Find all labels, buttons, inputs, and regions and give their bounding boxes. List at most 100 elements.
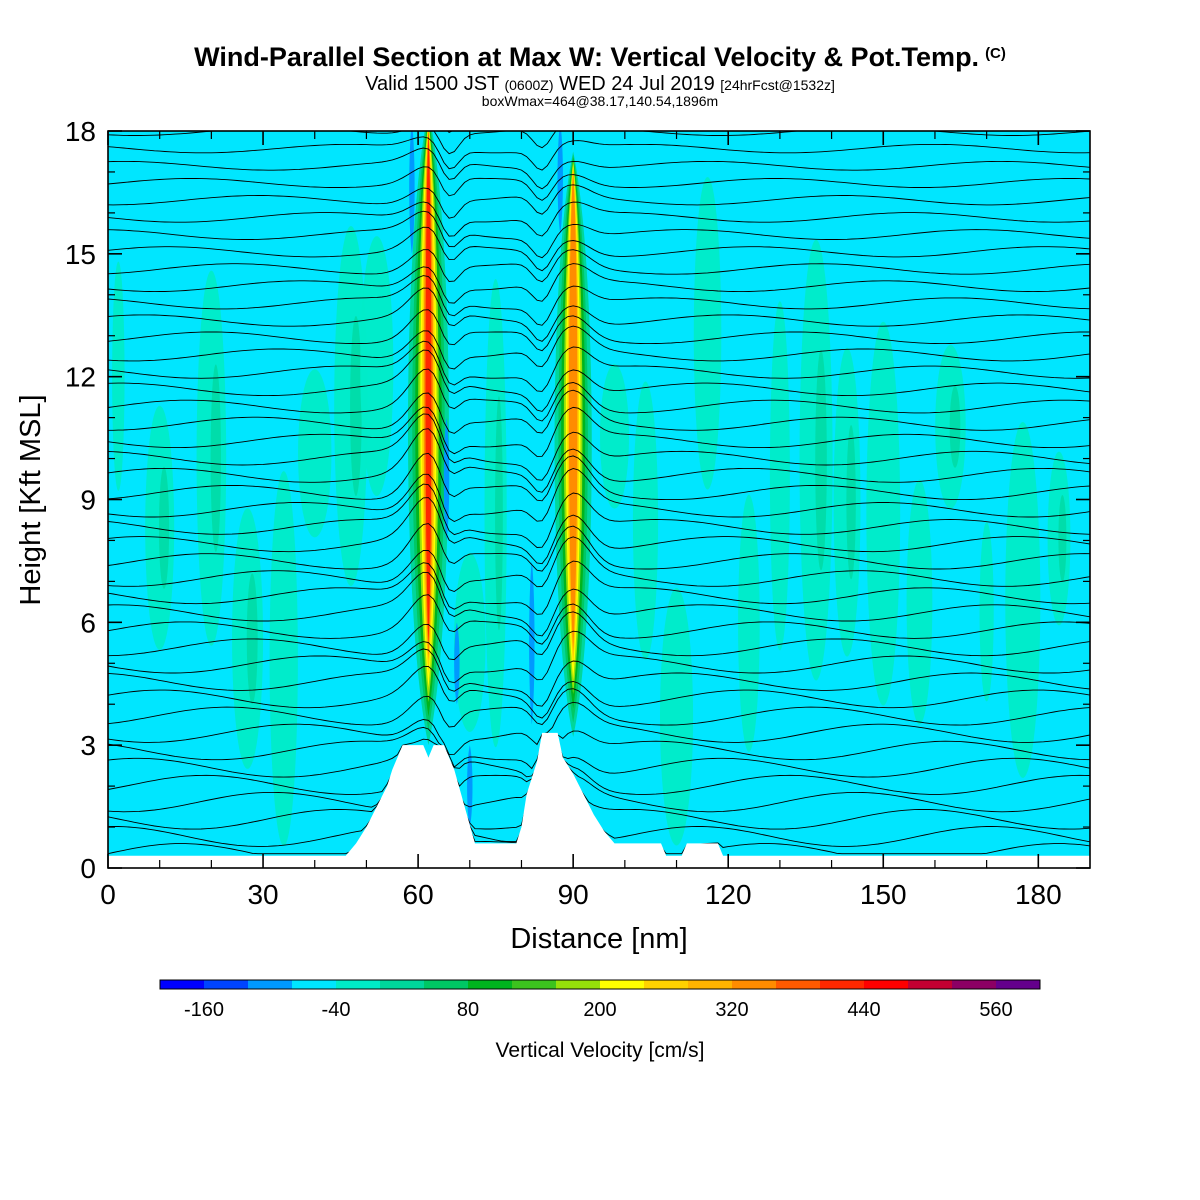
theta-contour <box>108 368 1090 422</box>
colorbar-swatch <box>160 980 205 989</box>
moderate-updraft-band <box>210 364 221 552</box>
theta-contour <box>108 309 1090 352</box>
terrain-shape <box>108 732 1090 868</box>
y-axis-label: Height [Kft MSL] <box>15 394 47 605</box>
theta-contour <box>108 201 1090 237</box>
updraft-core-level <box>425 131 432 645</box>
theta-contour <box>108 275 1090 326</box>
weak-updraft-band <box>738 494 760 752</box>
theta-contour <box>108 349 1090 412</box>
theta-contour <box>108 226 1090 272</box>
theta-contour <box>108 468 1090 523</box>
theta-contour <box>108 648 1090 707</box>
x-tick-label: 60 <box>403 879 434 910</box>
theta-contour <box>108 742 1090 795</box>
y-tick-label: 15 <box>65 239 96 270</box>
colorbar-tick-label: 440 <box>847 999 880 1021</box>
moderate-updraft-band <box>815 349 827 571</box>
theta-contour <box>108 726 1090 770</box>
x-tick-label: 90 <box>558 879 589 910</box>
theta-contour <box>108 688 1090 728</box>
colorbar: -160 -40 80 200 320 440 560 <box>159 979 1041 1021</box>
theta-contour <box>108 86 1090 119</box>
colorbar-swatch <box>952 980 997 989</box>
chart-subtitle: Valid 1500 JST (0600Z) WED 24 Jul 2019 [… <box>365 73 835 95</box>
theta-contour <box>108 611 1090 661</box>
colorbar-swatch <box>776 980 821 989</box>
weak-updraft-band <box>600 364 629 509</box>
theta-contour <box>108 746 1090 813</box>
weak-updraft-band <box>659 588 694 846</box>
theta-contour <box>108 287 1090 342</box>
x-tick-label: 150 <box>860 879 907 910</box>
updraft-core-level <box>568 168 578 651</box>
theta-contour <box>108 738 1090 778</box>
colorbar-swatch <box>688 980 733 989</box>
theta-contour <box>108 754 1090 830</box>
theta-contour <box>108 413 1090 481</box>
theta-contour <box>108 210 1090 259</box>
colorbar-swatch <box>248 980 293 989</box>
moderate-updraft-band <box>495 396 503 631</box>
colorbar-swatch <box>292 980 337 989</box>
x-axis: 0 30 60 90 120 150 180 <box>100 131 1062 910</box>
theta-contour <box>108 406 1090 457</box>
terrain-mask <box>108 732 1090 868</box>
theta-contour <box>108 72 1090 103</box>
moderate-updraft-band <box>158 466 170 589</box>
colorbar-swatch <box>732 980 777 989</box>
y-tick-label: 0 <box>80 853 96 884</box>
y-tick-label: 18 <box>65 116 96 147</box>
moderate-updraft-band <box>350 316 362 497</box>
y-tick-label: 12 <box>65 362 96 393</box>
colorbar-swatch <box>644 980 689 989</box>
moderate-updraft-band <box>1058 495 1067 582</box>
colorbar-swatch <box>512 980 557 989</box>
theta-contour <box>108 560 1090 615</box>
colorbar-border <box>159 979 1041 990</box>
weak-updraft-band <box>693 176 722 490</box>
x-tick-label: 120 <box>705 879 752 910</box>
colorbar-swatch <box>820 980 865 989</box>
colorbar-swatch <box>468 980 513 989</box>
theta-contour <box>108 184 1090 219</box>
chart-box-info: boxWmax=464@38.17,140.54,1896m <box>481 93 719 109</box>
colorbar-tick-label: -40 <box>322 999 351 1021</box>
theta-contour <box>108 523 1090 572</box>
colorbar-swatch <box>424 980 469 989</box>
colorbar-swatch <box>204 980 249 989</box>
y-tick-label: 3 <box>80 730 96 761</box>
weak-updraft-band <box>866 321 901 706</box>
y-tick-label: 9 <box>80 485 96 516</box>
colorbar-tick-label: 560 <box>979 999 1012 1021</box>
x-axis-label: Distance [nm] <box>510 923 687 955</box>
theta-contour <box>108 536 1090 593</box>
colorbar-label: Vertical Velocity [cm/s] <box>496 1039 705 1062</box>
colorbar-swatch <box>908 980 953 989</box>
colorbar-swatch <box>996 980 1041 989</box>
x-tick-label: 0 <box>100 879 116 910</box>
downdraft-streak <box>529 560 535 725</box>
y-tick-label: 6 <box>80 607 96 638</box>
weak-updraft-band <box>906 479 933 725</box>
theta-contour <box>108 428 1090 493</box>
weak-updraft-band <box>979 522 994 702</box>
colorbar-tick-label: -160 <box>184 999 224 1021</box>
colorbar-swatch <box>600 980 645 989</box>
theta-contour <box>108 389 1090 434</box>
theta-contour <box>108 701 1090 755</box>
theta-contour <box>108 571 1090 637</box>
theta-contour <box>108 340 1090 392</box>
theta-contour <box>108 249 1090 283</box>
downdraft-streak <box>454 622 460 705</box>
theta-contour <box>446 131 543 133</box>
y-axis: 0 3 6 9 12 15 18 <box>65 116 1090 884</box>
theta-contour <box>108 630 1090 684</box>
theta-contour <box>108 136 1090 171</box>
moderate-updraft-band <box>846 424 856 580</box>
weak-updraft-band <box>454 552 486 732</box>
theta-contour <box>108 594 1090 645</box>
x-tick-label: 180 <box>1015 879 1062 910</box>
colorbar-swatch <box>864 980 909 989</box>
